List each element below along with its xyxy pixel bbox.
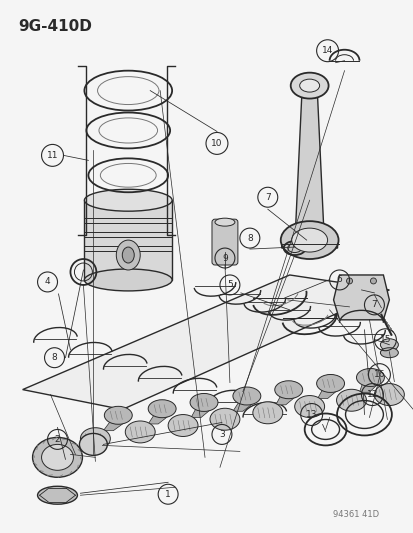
- Text: 8: 8: [247, 233, 252, 243]
- Polygon shape: [281, 98, 337, 248]
- Ellipse shape: [41, 445, 73, 470]
- Ellipse shape: [252, 402, 282, 424]
- Ellipse shape: [380, 348, 397, 358]
- Ellipse shape: [299, 79, 319, 92]
- Ellipse shape: [346, 278, 351, 284]
- Ellipse shape: [274, 381, 302, 399]
- Ellipse shape: [168, 415, 197, 437]
- Ellipse shape: [125, 421, 155, 443]
- Text: 9G-410D: 9G-410D: [19, 19, 92, 34]
- Text: 7: 7: [264, 193, 270, 201]
- Text: 5: 5: [226, 280, 232, 289]
- Ellipse shape: [233, 387, 260, 405]
- Polygon shape: [317, 390, 338, 399]
- Ellipse shape: [116, 240, 140, 270]
- Ellipse shape: [38, 486, 77, 504]
- Ellipse shape: [84, 189, 172, 211]
- Ellipse shape: [148, 400, 176, 418]
- Ellipse shape: [290, 72, 328, 99]
- Ellipse shape: [370, 278, 375, 284]
- Ellipse shape: [291, 228, 327, 252]
- Ellipse shape: [280, 221, 338, 259]
- Polygon shape: [23, 275, 389, 409]
- Text: 2: 2: [55, 435, 60, 444]
- Ellipse shape: [356, 368, 384, 386]
- Text: 16: 16: [373, 370, 384, 379]
- Ellipse shape: [104, 406, 132, 424]
- Text: 7: 7: [370, 301, 376, 309]
- Ellipse shape: [79, 433, 107, 455]
- Text: 3: 3: [218, 430, 224, 439]
- Text: 14: 14: [321, 46, 332, 55]
- Ellipse shape: [214, 218, 234, 226]
- Ellipse shape: [190, 393, 217, 411]
- Text: 6: 6: [336, 276, 342, 285]
- Polygon shape: [333, 275, 389, 320]
- Ellipse shape: [80, 427, 110, 450]
- Ellipse shape: [316, 375, 344, 392]
- Polygon shape: [275, 395, 296, 405]
- FancyBboxPatch shape: [211, 219, 237, 265]
- Ellipse shape: [122, 247, 134, 263]
- Ellipse shape: [33, 438, 82, 477]
- Text: 8: 8: [52, 353, 57, 362]
- Text: 1: 1: [165, 490, 171, 499]
- Polygon shape: [148, 415, 170, 424]
- Ellipse shape: [373, 384, 404, 406]
- Text: 12: 12: [366, 390, 377, 399]
- FancyBboxPatch shape: [84, 200, 172, 280]
- Ellipse shape: [336, 389, 366, 411]
- Text: 11: 11: [47, 151, 58, 160]
- Text: 9: 9: [221, 254, 227, 263]
- Text: 13: 13: [305, 410, 317, 419]
- Ellipse shape: [84, 269, 172, 291]
- Ellipse shape: [294, 395, 324, 417]
- Polygon shape: [358, 383, 377, 392]
- Ellipse shape: [380, 339, 397, 351]
- Polygon shape: [103, 421, 126, 431]
- Text: 4: 4: [45, 278, 50, 286]
- Text: 10: 10: [211, 139, 222, 148]
- Polygon shape: [233, 402, 254, 411]
- Text: 94361 41D: 94361 41D: [332, 510, 378, 519]
- Ellipse shape: [209, 408, 239, 430]
- Polygon shape: [190, 408, 211, 417]
- Text: 15: 15: [379, 335, 390, 344]
